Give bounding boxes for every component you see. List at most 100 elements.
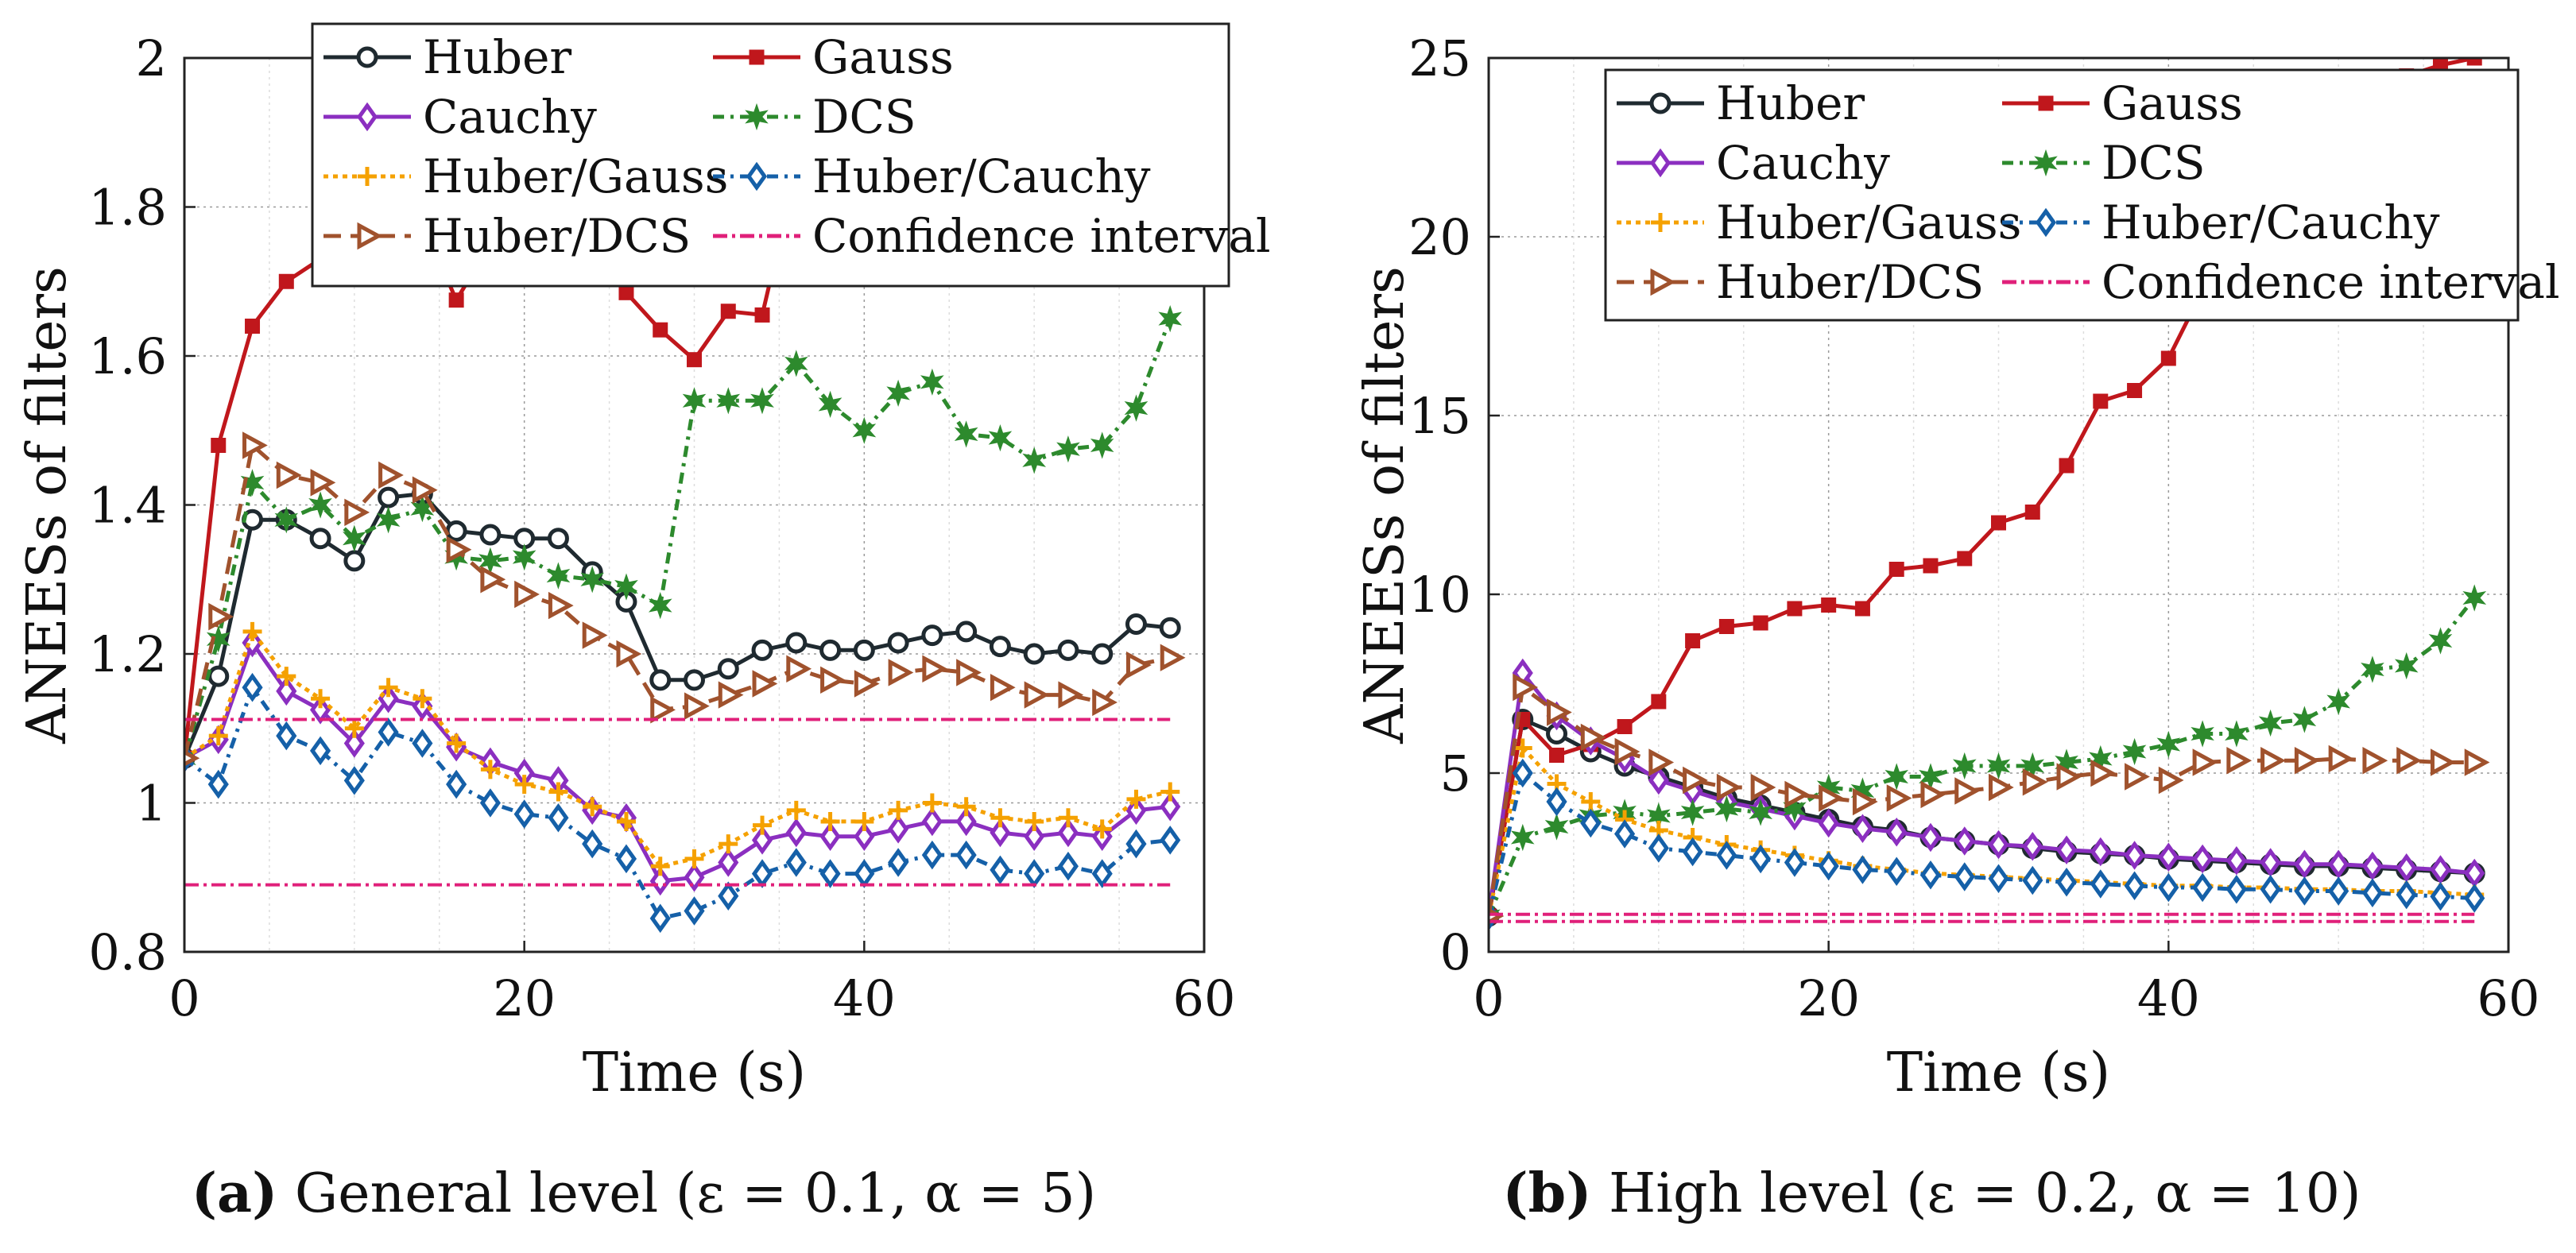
x-tick-label: 60 — [1173, 969, 1236, 1027]
series-huber-cauchy-point — [309, 736, 331, 766]
series-dcs-point — [2122, 737, 2147, 766]
series-dcs-point — [1680, 799, 1705, 826]
series-huber-point — [717, 658, 739, 680]
series-huber-point — [1091, 643, 1114, 665]
legend-entry-confidence-interval: Confidence interval — [2002, 255, 2560, 309]
legend-entry-dcs: DCS — [2002, 136, 2206, 190]
series-huber-dcs-point — [956, 659, 982, 686]
series-huber-cauchy-point — [1716, 841, 1737, 870]
series-huber-point — [684, 669, 705, 691]
legend-label: DCS — [2101, 136, 2206, 190]
series-huber-dcs-point — [1920, 780, 1947, 809]
legend-label: Huber — [1716, 76, 1865, 130]
series-huber-point — [955, 621, 978, 643]
series-huber-point — [1125, 613, 1147, 635]
series-huber-dcs-point — [2022, 768, 2048, 796]
series-cauchy-point — [1852, 814, 1873, 844]
series-huber-dcs-point — [2056, 763, 2082, 791]
series-huber-point — [445, 520, 467, 542]
series-huber-cauchy-point — [990, 855, 1011, 885]
legend-label: Huber/DCS — [423, 209, 691, 263]
series-cauchy-point — [785, 818, 807, 848]
series-huber-dcs-point — [820, 666, 846, 694]
series-cauchy-point — [2260, 848, 2281, 877]
series-dcs-point — [2224, 720, 2249, 748]
series-huber-gauss-point — [1058, 808, 1078, 828]
series-dcs-point — [2394, 652, 2419, 680]
legend-marker — [746, 161, 768, 191]
series-huber-dcs-point — [2125, 763, 2150, 791]
series-huber-point — [819, 639, 842, 661]
series-huber-dcs-point — [1954, 777, 1980, 805]
series-huber-dcs-point — [1683, 766, 1708, 795]
series-huber-cauchy-point — [1613, 819, 1636, 849]
series-cauchy-point — [2361, 851, 2384, 881]
series-huber-dcs-point — [184, 749, 200, 767]
series-huber-cauchy-point — [479, 788, 501, 818]
series-gauss-point — [1753, 615, 1768, 631]
legend-marker — [357, 222, 383, 250]
series-huber-dcs-point — [1092, 688, 1118, 717]
series-huber-gauss-point — [208, 726, 228, 746]
series-cauchy-point — [2055, 835, 2078, 865]
series-huber-point — [989, 636, 1011, 658]
series-huber-cauchy-point — [548, 802, 569, 833]
series-huber-dcs-point — [1614, 737, 1641, 766]
series-huber-gauss-point — [753, 815, 773, 835]
series-gauss-point — [1685, 633, 1701, 648]
y-tick-label: 10 — [1408, 566, 1471, 624]
series-gauss-point — [1888, 562, 1904, 577]
series-huber-gauss-point — [1160, 782, 1180, 802]
series-dcs-point — [1056, 435, 1080, 463]
series-cauchy-point — [649, 866, 671, 896]
series-huber-dcs-point — [1886, 784, 1912, 812]
series-huber-gauss-point — [447, 733, 467, 753]
series-gauss-point — [754, 307, 770, 323]
series-huber-gauss-point — [583, 797, 602, 817]
x-tick-label: 40 — [2137, 969, 2200, 1027]
series-huber-dcs-point — [888, 659, 914, 686]
series-huber-cauchy-point — [1512, 758, 1533, 788]
legend-entry-huber-cauchy: Huber/Cauchy — [2002, 195, 2440, 249]
legend-box — [311, 22, 1230, 288]
series-huber-dcs-point — [2090, 759, 2117, 787]
legend: Huber Gauss Cauchy DCS Huber/Gauss Huber/Cauc… — [311, 22, 1271, 288]
series-huber-cauchy-point — [276, 721, 297, 751]
series-huber-gauss-point — [378, 678, 398, 698]
caption-b: (b) High level (ε = 0.2, α = 10) — [1288, 1162, 2576, 1225]
legend-label: Confidence interval — [2101, 255, 2560, 309]
series-group — [1489, 58, 2490, 931]
series-huber-gauss-point — [854, 811, 874, 831]
series-huber-gauss-point — [1126, 789, 1146, 809]
series-huber-dcs-point — [412, 476, 438, 504]
series-huber-dcs-point — [1989, 773, 2014, 802]
series-huber-cauchy-point — [378, 717, 399, 747]
series-huber-gauss-point — [990, 808, 1010, 828]
series-huber-point — [887, 632, 909, 654]
series-dcs-point — [1749, 799, 1773, 826]
series-huber-dcs-point — [1547, 698, 1572, 726]
legend-entry-huber-cauchy: Huber/Cauchy — [713, 149, 1151, 203]
caption-a-text: General level (ε = 0.1, α = 5) — [294, 1162, 1097, 1225]
series-cauchy-point — [751, 826, 773, 855]
series-huber-cauchy-point — [888, 848, 909, 877]
x-tick-label: 0 — [1473, 969, 1504, 1027]
series-gauss-point — [1923, 558, 1939, 574]
series-gauss-point — [1957, 551, 1973, 567]
series-huber-cauchy-point — [684, 896, 705, 926]
series-huber-dcs-point — [1058, 681, 1084, 709]
series-huber-dcs-point — [1648, 748, 1675, 776]
series-dcs-point — [206, 625, 230, 653]
series-huber-cauchy-point — [582, 829, 603, 859]
series-huber-gauss-point — [820, 811, 840, 831]
series-huber-gauss-point — [311, 689, 331, 709]
series-huber-dcs-point — [2226, 747, 2253, 775]
y-axis-label: ANEESs of filters — [16, 266, 79, 744]
legend-label: Huber — [423, 30, 571, 84]
series-huber-dcs-point — [2362, 747, 2388, 775]
series-cauchy-point — [921, 806, 943, 837]
legend-entry-dcs: DCS — [713, 90, 916, 144]
series-huber-cauchy-point — [785, 848, 807, 877]
series-huber-cauchy-point — [2328, 876, 2349, 906]
series-huber-gauss-point — [242, 621, 262, 641]
